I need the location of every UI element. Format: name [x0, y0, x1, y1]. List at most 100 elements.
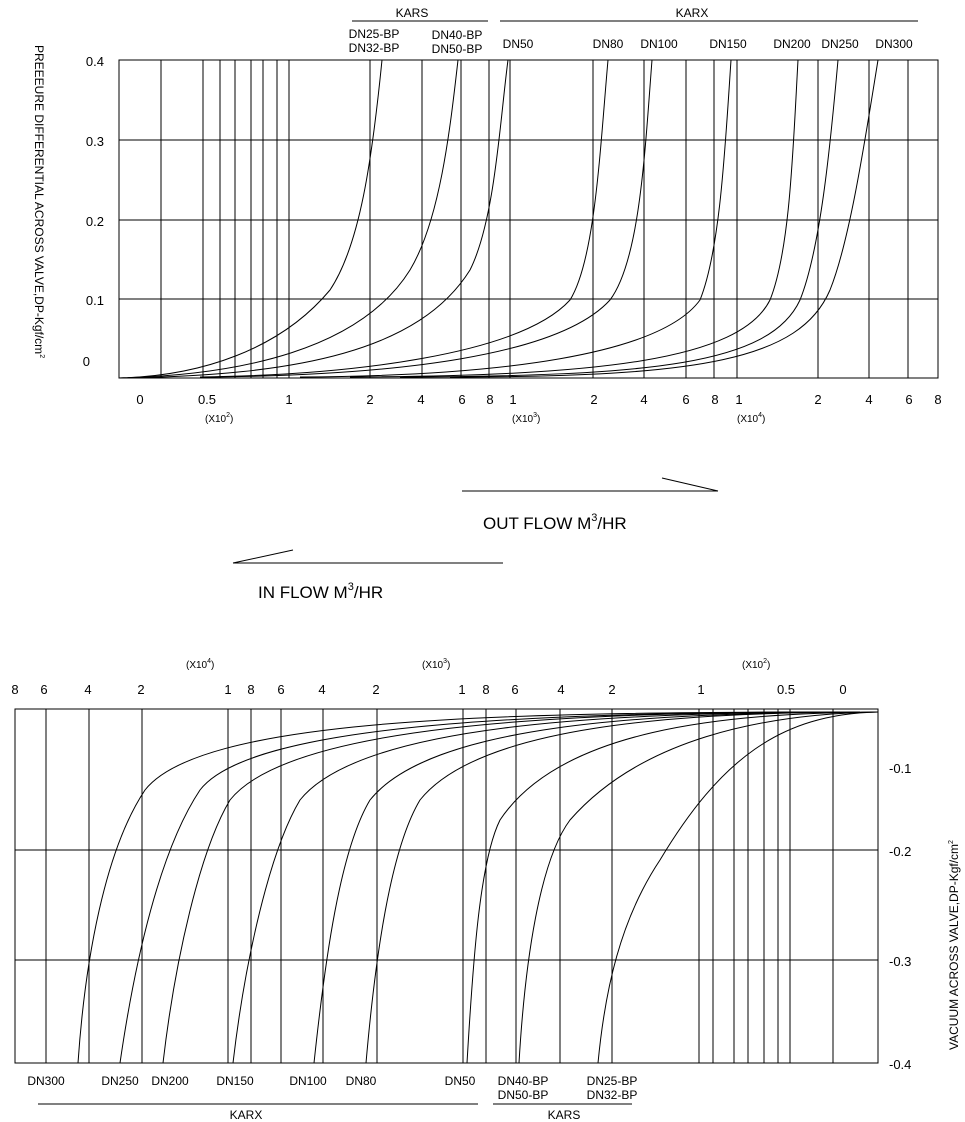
top-curve-dn25bp [118, 59, 383, 379]
bottom-multiplier-x10-2: (X102) [742, 658, 770, 671]
bottom-curve-dn250 [119, 711, 821, 1064]
bottom-multiplier-close: ) [211, 660, 214, 671]
top-chart: KARS KARX DN25-BP DN32-BP DN40-BP DN50-B… [32, 6, 942, 425]
top-x-tick: 8 [934, 392, 941, 407]
bottom-x-tick: 0.5 [777, 682, 795, 697]
bottom-multiplier-x10-4: (X104) [186, 658, 214, 671]
top-x-tick: 1 [509, 392, 516, 407]
top-curve-label-dn50bp: DN50-BP [432, 42, 483, 56]
in-flow-label: IN FLOW M3/HR [258, 581, 383, 602]
top-curve-label-dn100: DN100 [640, 37, 678, 51]
top-y-tick: 0.1 [86, 293, 104, 308]
top-group-label-karx: KARX [676, 6, 709, 20]
bottom-curve-label-dn300: DN300 [27, 1074, 65, 1088]
bottom-y-tick: -0.3 [889, 954, 911, 969]
top-multiplier-x10-4: (X104) [737, 412, 765, 425]
top-curve-dn80 [199, 59, 609, 378]
top-multiplier-base: (X10 [205, 414, 227, 425]
bottom-group-label-karx: KARX [230, 1108, 263, 1122]
bottom-x-ticks: 8 6 4 2 1 8 6 4 2 1 8 6 4 2 1 0.5 0 [11, 682, 846, 697]
in-flow-sup: 3 [348, 581, 354, 593]
bottom-x-tick: 2 [372, 682, 379, 697]
bottom-curve-label-dn250: DN250 [101, 1074, 139, 1088]
top-curve-label-dn32bp: DN32-BP [349, 41, 400, 55]
top-curve-label-dn80: DN80 [593, 37, 624, 51]
top-x-tick: 0 [136, 392, 143, 407]
bottom-curve-label-dn40bp: DN40-BP [498, 1074, 549, 1088]
top-x-ticks: 0 0.5 1 2 4 6 8 1 2 4 6 8 1 2 4 6 8 [136, 392, 941, 407]
bottom-multiplier-close: ) [767, 660, 770, 671]
top-vgrid [160, 60, 909, 378]
flow-indicators: OUT FLOW M3/HR IN FLOW M3/HR [232, 477, 719, 602]
bottom-y-axis-sup: 2 [948, 840, 955, 844]
out-flow-text: OUT FLOW M [483, 514, 591, 533]
top-multiplier-exp: 4 [758, 412, 762, 419]
bottom-x-tick: 6 [511, 682, 518, 697]
bottom-vgrid [45, 709, 834, 1063]
top-y-axis-text: PREEEURE DIFFERENTIAL ACROSS VALVE,DP-Kg… [32, 45, 46, 354]
top-curve-label-dn250: DN250 [821, 37, 859, 51]
top-curve-label-dn300: DN300 [875, 37, 913, 51]
top-curve-dn40bp [118, 59, 459, 379]
top-y-tick: 0.2 [86, 214, 104, 229]
top-x-tick: 4 [417, 392, 424, 407]
bottom-curve-dn300 [77, 711, 801, 1064]
out-flow-label: OUT FLOW M3/HR [483, 512, 627, 533]
top-curve-label-dn200: DN200 [773, 37, 811, 51]
bottom-plot-frame [14, 708, 879, 1064]
bottom-y-tick: -0.2 [889, 844, 911, 859]
top-multiplier-x10-3: (X103) [512, 412, 540, 425]
top-multiplier-base: (X10 [512, 414, 534, 425]
bottom-x-tick: 0 [839, 682, 846, 697]
top-curve-dn300 [449, 59, 879, 378]
bottom-x-tick: 8 [482, 682, 489, 697]
top-curve-dn150 [299, 59, 732, 378]
bottom-curve-label-dn80: DN80 [346, 1074, 377, 1088]
bottom-curve-label-dn50bp: DN50-BP [498, 1088, 549, 1102]
bottom-multiplier-base: (X10 [742, 660, 764, 671]
in-flow-suffix: /HR [354, 583, 383, 602]
bottom-x-tick: 1 [697, 682, 704, 697]
top-multiplier-exp: 2 [226, 412, 230, 419]
bottom-y-tick: -0.4 [889, 1057, 911, 1072]
top-curve-label-dn25bp: DN25-BP [349, 27, 400, 41]
top-y-tick: 0.3 [86, 134, 104, 149]
top-y-axis-label: PREEEURE DIFFERENTIAL ACROSS VALVE,DP-Kg… [32, 45, 46, 358]
top-x-tick: 8 [486, 392, 493, 407]
bottom-x-tick: 2 [137, 682, 144, 697]
bottom-curve-dn150 [232, 711, 841, 1064]
top-x-tick: 2 [366, 392, 373, 407]
bottom-multiplier-exp: 4 [207, 658, 211, 665]
bottom-y-axis-label: VACUUM ACROSS VALVE,DP-Kgf/cm2 [947, 840, 961, 1050]
top-x-tick: 2 [814, 392, 821, 407]
bottom-x-tick: 4 [84, 682, 91, 697]
top-curve-dn250 [399, 59, 839, 378]
bottom-multiplier-x10-3: (X103) [422, 658, 450, 671]
bottom-curve-dn200 [162, 711, 821, 1064]
bottom-x-tick: 2 [608, 682, 615, 697]
top-x-tick: 2 [590, 392, 597, 407]
top-multiplier-close: ) [537, 414, 540, 425]
top-curves [118, 59, 879, 379]
bottom-x-tick: 6 [40, 682, 47, 697]
bottom-curve-label-dn150: DN150 [216, 1074, 254, 1088]
top-y-axis-sup: 2 [38, 354, 45, 358]
bottom-curve-dn100 [313, 711, 861, 1064]
bottom-x-tick: 1 [224, 682, 231, 697]
top-multiplier-close: ) [762, 414, 765, 425]
bottom-x-tick: 8 [11, 682, 18, 697]
out-flow-sup: 3 [591, 512, 597, 524]
bottom-y-tick: -0.1 [889, 761, 911, 776]
bottom-curves [77, 711, 879, 1064]
top-x-tick: 6 [682, 392, 689, 407]
top-multiplier-close: ) [230, 414, 233, 425]
out-flow-arrow-head [661, 477, 719, 492]
bottom-multiplier-exp: 2 [763, 658, 767, 665]
bottom-curve-dn80 [365, 711, 861, 1064]
bottom-curve-label-dn200: DN200 [151, 1074, 189, 1088]
bottom-x-tick: 6 [277, 682, 284, 697]
top-x-tick: 6 [905, 392, 912, 407]
in-flow-text: IN FLOW M [258, 583, 348, 602]
bottom-multiplier-base: (X10 [186, 660, 208, 671]
bottom-chart: (X104) (X103) (X102) 8 6 4 2 1 8 6 4 2 1… [11, 658, 961, 1122]
